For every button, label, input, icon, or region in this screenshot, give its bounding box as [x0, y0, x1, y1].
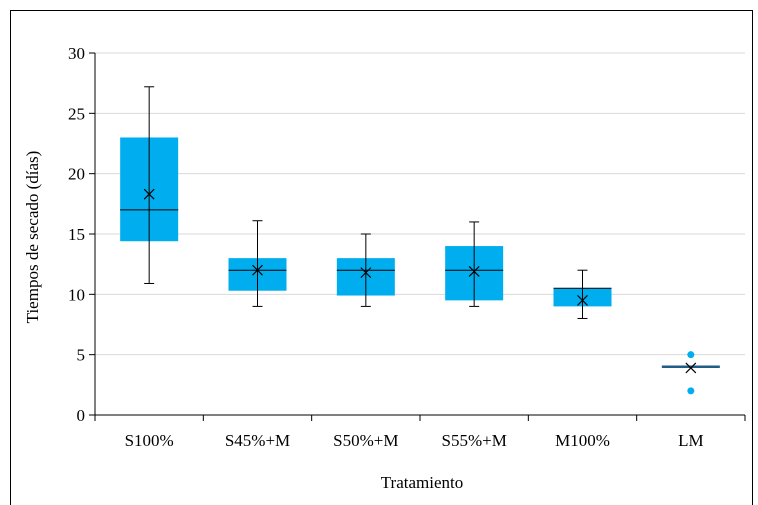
y-tick-label: 15 — [68, 225, 85, 244]
y-tick-label: 20 — [68, 165, 85, 184]
box-S45%+M — [228, 220, 287, 307]
box-S100% — [120, 86, 179, 284]
box-LM — [661, 351, 720, 395]
y-tick-label: 0 — [77, 406, 86, 425]
y-axis-title: Tiempos de secado (días) — [23, 151, 42, 324]
outlier-point — [687, 351, 695, 359]
mean-marker — [577, 294, 588, 306]
y-tick-label: 25 — [68, 104, 85, 123]
x-tick-label: LM — [678, 431, 704, 450]
y-tick-label: 30 — [68, 44, 85, 63]
box-S55%+M — [445, 221, 504, 307]
mean-marker — [252, 264, 263, 276]
grid-lines — [95, 52, 745, 356]
outlier-point — [687, 387, 695, 395]
box-M100% — [553, 269, 612, 319]
y-tick-label: 10 — [68, 285, 85, 304]
mean-marker — [360, 267, 372, 279]
x-tick-label: M100% — [555, 431, 610, 450]
box-S50%+M — [336, 233, 395, 307]
y-tick-label: 5 — [77, 346, 86, 365]
mean-marker — [685, 362, 697, 374]
x-tick-label: S100% — [125, 431, 174, 450]
mean-marker — [468, 265, 480, 277]
y-axis: 0 5 10 15 20 25 30 — [68, 44, 96, 425]
x-axis-title: Tratamiento — [381, 473, 463, 492]
mean-marker — [143, 188, 155, 200]
x-tick-label: S45%+M — [225, 431, 290, 450]
x-tick-label: S55%+M — [442, 431, 507, 450]
chart-frame — [10, 10, 753, 505]
x-axis: S100% S45%+M S50%+M S55%+M M100% LM — [94, 414, 746, 450]
x-tick-label: S50%+M — [333, 431, 398, 450]
box-series — [120, 86, 720, 395]
